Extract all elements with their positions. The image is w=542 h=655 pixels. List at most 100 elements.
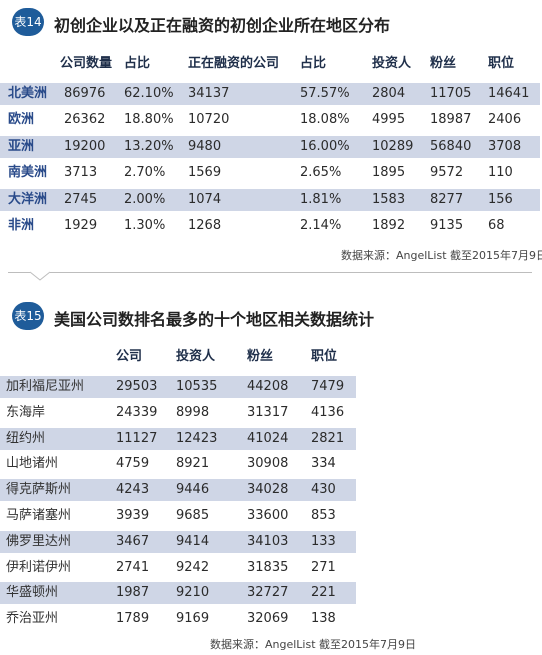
table-row: 欧洲 26362 18.80% 10720 18.08% 4995 18987 2406 [0, 109, 540, 131]
table14-col-header: 职位 [488, 56, 515, 71]
table-cell: 12423 [176, 430, 218, 446]
table14-badge: 表14 [12, 8, 44, 36]
table-row: 佛罗里达州 3467 9414 34103 133 [0, 530, 356, 553]
table-cell: 1895 [372, 165, 406, 181]
section-divider-left [8, 272, 30, 273]
region-name: 山地诸州 [6, 456, 59, 472]
table-cell: 19200 [64, 138, 106, 154]
table-cell: 11127 [116, 430, 158, 446]
table-cell: 2741 [116, 559, 150, 575]
table-cell: 32069 [247, 611, 289, 627]
table-cell: 8998 [176, 404, 210, 420]
region-name: 亚洲 [8, 138, 35, 154]
table-cell: 16.00% [300, 138, 350, 154]
table14-col-header: 粉丝 [430, 56, 457, 71]
table-cell: 1569 [188, 165, 222, 181]
table14-col-header: 占比 [124, 56, 151, 71]
table-cell: 13.20% [124, 138, 174, 154]
region-name: 南美洲 [8, 165, 48, 181]
table-cell: 4995 [372, 112, 406, 128]
table-cell: 9169 [176, 611, 210, 627]
table-cell: 24339 [116, 404, 158, 420]
table-cell: 10720 [188, 112, 230, 128]
table-cell: 853 [311, 508, 336, 523]
table-cell: 10289 [372, 138, 414, 154]
table-cell: 9414 [176, 533, 210, 549]
region-name: 北美洲 [8, 86, 48, 101]
table-cell: 10535 [176, 379, 218, 394]
region-name: 伊利诺伊州 [6, 559, 72, 575]
region-name: 华盛顿州 [6, 585, 59, 601]
table-cell: 14641 [488, 86, 530, 101]
table15-badge: 表15 [12, 302, 44, 330]
table14-col-header: 投资人 [372, 56, 412, 71]
table-cell: 86976 [64, 86, 106, 101]
table-cell: 41024 [247, 430, 289, 446]
table-cell: 1892 [372, 218, 406, 233]
table-row: 大洋洲 2745 2.00% 1074 1.81% 1583 8277 156 [0, 188, 540, 211]
table-cell: 2.70% [124, 165, 166, 181]
table-cell: 1789 [116, 611, 150, 627]
table-cell: 57.57% [300, 86, 350, 101]
table-row: 纽约州 11127 12423 41024 2821 [0, 427, 356, 450]
table-cell: 9242 [176, 559, 210, 575]
table-cell: 334 [311, 456, 336, 472]
table-cell: 31835 [247, 559, 289, 575]
divider-notch [29, 271, 51, 281]
table15-source: 数据来源：AngelList 截至2015年7月9日 [210, 638, 417, 651]
region-name: 佛罗里达州 [6, 533, 72, 549]
table-cell: 44208 [247, 379, 289, 394]
table-cell: 1074 [188, 191, 222, 207]
region-name: 欧洲 [8, 112, 35, 128]
table-cell: 2406 [488, 112, 522, 128]
table-cell: 4243 [116, 482, 150, 498]
table-row: 非洲 1929 1.30% 1268 2.14% 1892 9135 68 [0, 215, 540, 237]
region-name: 东海岸 [6, 404, 46, 420]
table-cell: 2821 [311, 430, 345, 446]
table15-col-header: 公司 [116, 349, 143, 364]
table-cell: 3467 [116, 533, 150, 549]
table-cell: 4759 [116, 456, 150, 472]
table14-title: 初创企业以及正在融资的初创企业所在地区分布 [54, 16, 391, 35]
table-cell: 1.30% [124, 218, 166, 233]
table-cell: 7479 [311, 379, 345, 394]
table-cell: 8921 [176, 456, 210, 472]
table-cell: 29503 [116, 379, 158, 394]
section-divider-right [50, 272, 532, 273]
table-cell: 1583 [372, 191, 406, 207]
table-cell: 2.00% [124, 191, 166, 207]
table-cell: 9685 [176, 508, 210, 523]
table15-col-header: 职位 [311, 349, 338, 364]
table-row: 东海岸 24339 8998 31317 4136 [0, 402, 356, 424]
table-cell: 9572 [430, 165, 464, 181]
table-cell: 11705 [430, 86, 472, 101]
region-name: 加利福尼亚州 [6, 379, 85, 394]
table-cell: 3713 [64, 165, 98, 181]
table-cell: 2.14% [300, 218, 342, 233]
table14-source: 数据来源：AngelList 截至2015年7月9日 [341, 249, 542, 262]
table-cell: 2745 [64, 191, 98, 207]
table-cell: 9135 [430, 218, 464, 233]
region-name: 大洋洲 [8, 191, 48, 207]
table-cell: 62.10% [124, 86, 174, 101]
table-row: 伊利诺伊州 2741 9242 31835 271 [0, 557, 356, 579]
table-row: 亚洲 19200 13.20% 9480 16.00% 10289 56840 3708 [0, 135, 540, 158]
table-row: 加利福尼亚州 29503 10535 44208 7479 [0, 376, 356, 398]
table-cell: 33600 [247, 508, 289, 523]
table14-col-header: 占比 [300, 56, 327, 71]
table-row: 南美洲 3713 2.70% 1569 2.65% 1895 9572 110 [0, 162, 540, 184]
table-cell: 32727 [247, 585, 289, 601]
table-cell: 2804 [372, 86, 406, 101]
region-name: 纽约州 [6, 430, 46, 446]
table-row: 北美洲 86976 62.10% 34137 57.57% 2804 11705 14641 [0, 83, 540, 105]
table-cell: 1268 [188, 218, 222, 233]
table-row: 马萨诸塞州 3939 9685 33600 853 [0, 505, 356, 527]
table-row: 山地诸州 4759 8921 30908 334 [0, 453, 356, 475]
table-cell: 1987 [116, 585, 150, 601]
table15-col-header: 粉丝 [247, 349, 274, 364]
table-cell: 9480 [188, 138, 222, 154]
table-cell: 56840 [430, 138, 472, 154]
table-row: 得克萨斯州 4243 9446 34028 430 [0, 479, 356, 502]
table-row: 乔治亚州 1789 9169 32069 138 [0, 608, 356, 630]
table-cell: 8277 [430, 191, 464, 207]
